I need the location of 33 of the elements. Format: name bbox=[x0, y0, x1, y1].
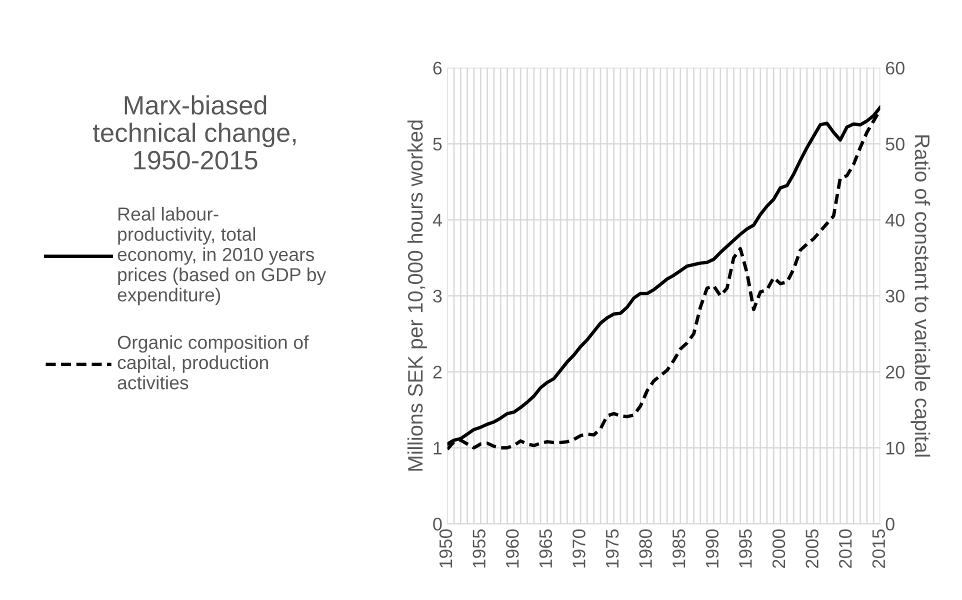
x-tick-label: 1950 bbox=[439, 529, 452, 568]
legend-label: Real labour- productivity, total economy, in 2010 years prices (based on GDP by expenditure) bbox=[118, 206, 326, 306]
legend-label: Organic composition of capital, production activities bbox=[118, 335, 309, 390]
y-tick-label: 0 bbox=[433, 518, 442, 531]
x-tick-label: 1960 bbox=[506, 529, 519, 568]
y2-tick-label: 40 bbox=[886, 214, 904, 227]
y-axis-title: Millions SEK per 10,000 hours worked bbox=[407, 120, 427, 471]
x-tick-label: 1985 bbox=[672, 529, 686, 568]
x-tick-label: 1975 bbox=[606, 529, 619, 568]
y2-tick-label: 60 bbox=[886, 62, 904, 75]
x-tick-label: 1990 bbox=[706, 529, 719, 568]
y2-tick-label: 10 bbox=[886, 442, 904, 455]
y2-tick-label: 20 bbox=[886, 366, 904, 379]
y2-tick-label: 50 bbox=[886, 138, 904, 151]
x-tick-label: 2015 bbox=[872, 529, 886, 568]
y2-tick-label: 0 bbox=[886, 518, 894, 531]
x-tick-label: 2010 bbox=[838, 529, 852, 568]
x-tick-label: 1970 bbox=[572, 529, 586, 568]
y-tick-label: 6 bbox=[433, 62, 442, 75]
x-tick-label: 2005 bbox=[806, 529, 818, 568]
y-tick-label: 4 bbox=[432, 214, 442, 226]
x-tick-label: 1955 bbox=[472, 529, 486, 568]
y2-tick-label: 30 bbox=[886, 290, 904, 303]
y-tick-label: 5 bbox=[433, 138, 442, 151]
y-tick-label: 2 bbox=[433, 366, 442, 378]
y-tick-label: 3 bbox=[433, 290, 442, 303]
x-tick-label: 2000 bbox=[772, 529, 786, 568]
y2-axis-title: Ratio of constant to variable capital bbox=[910, 135, 930, 457]
text: Marx-biased technical change, 1950-2015 bbox=[93, 95, 296, 170]
x-tick-label: 1980 bbox=[639, 529, 652, 568]
y-tick-label: 1 bbox=[434, 442, 442, 454]
x-tick-label: 1995 bbox=[739, 529, 752, 568]
x-tick-label: 1965 bbox=[539, 529, 552, 568]
